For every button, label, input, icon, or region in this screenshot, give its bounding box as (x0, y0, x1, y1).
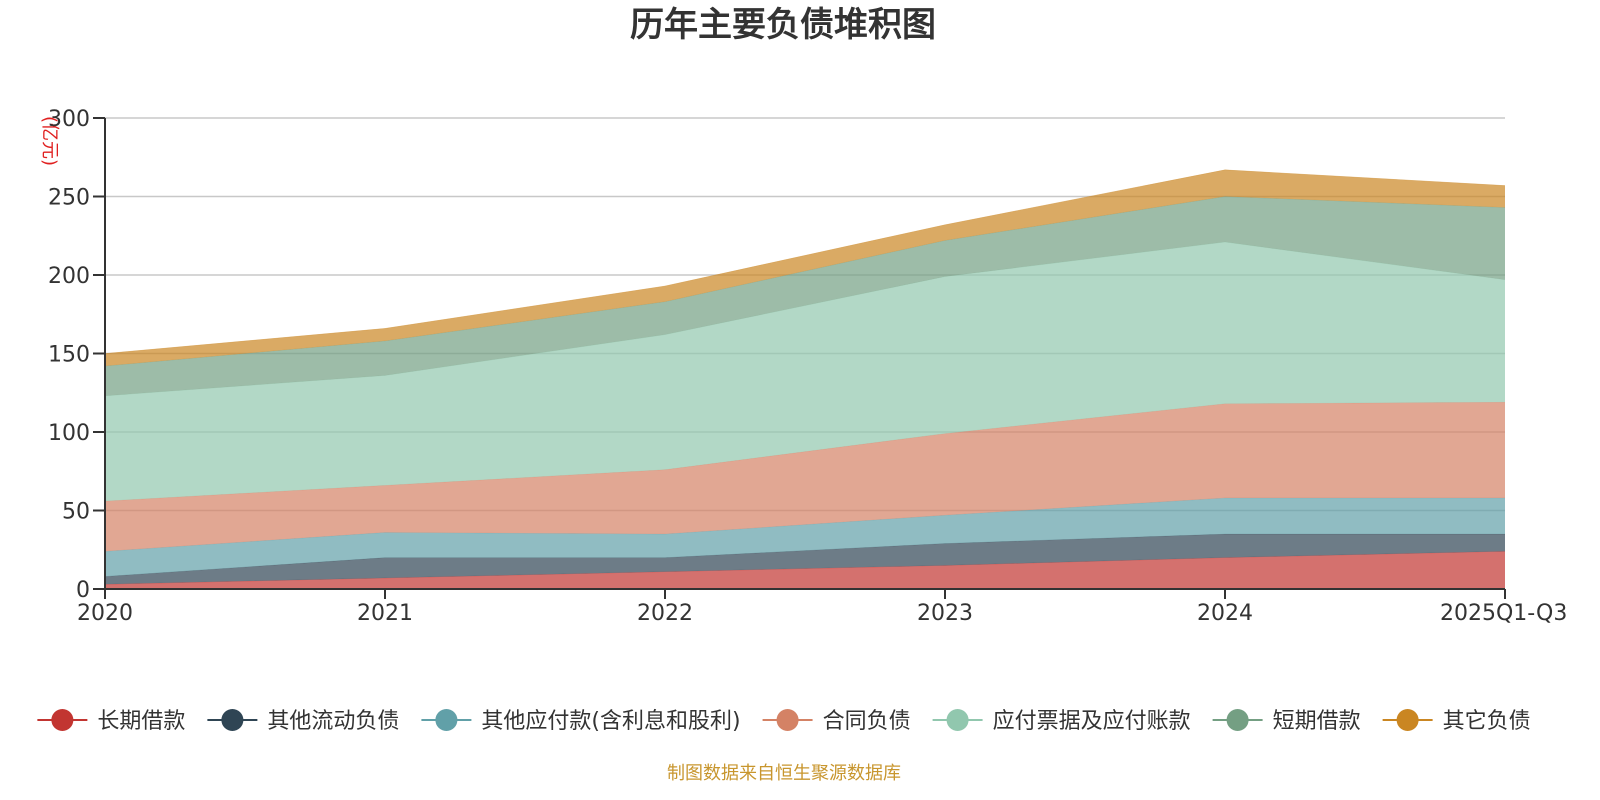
legend-item-3[interactable]: 其他应付款(含利息和股利) (421, 709, 741, 734)
y-axis-unit-label: (亿元) (39, 116, 60, 166)
legend-label: 长期借款 (97, 709, 185, 734)
x-tick-label: 2024 (1197, 601, 1253, 626)
x-tick-label: 2022 (637, 601, 693, 626)
x-axis-ticks: 2020 2021 2022 2023 2024 2025Q1-Q3 (77, 589, 1567, 626)
legend-item-2[interactable]: 其他流动负债 (207, 709, 399, 734)
area-series-4 (105, 402, 1505, 552)
legend-symbol-dot (946, 709, 969, 731)
legend-symbol-dot (221, 709, 244, 731)
area-series-7 (105, 169, 1505, 367)
y-tick-label: 300 (48, 107, 90, 132)
y-tick-label: 200 (48, 264, 90, 289)
chart-title: 历年主要负债堆积图 (630, 5, 936, 45)
x-tick-label: 2021 (357, 601, 413, 626)
area-series-6 (105, 196, 1505, 396)
legend-label: 其他应付款(含利息和股利) (481, 709, 740, 734)
x-tick-label: 2023 (917, 601, 973, 626)
legend-label: 应付票据及应付账款 (993, 709, 1191, 734)
legend-label: 其他流动负债 (267, 709, 399, 734)
legend-symbol-dot (1226, 709, 1249, 731)
area-series-5 (105, 242, 1505, 502)
legend-label: 合同负债 (823, 709, 911, 734)
area-series-2 (105, 534, 1505, 585)
area-series (104, 169, 1506, 589)
x-tick-label: 2020 (77, 601, 133, 626)
legend-item-5[interactable]: 应付票据及应付账款 (932, 709, 1191, 734)
legend-item-1[interactable]: 长期借款 (37, 709, 185, 734)
y-tick-label: 150 (48, 343, 90, 368)
y-tick-label: 100 (48, 421, 90, 446)
area-series-7-line (104, 169, 1506, 354)
area-series-1 (105, 551, 1505, 589)
legend-symbol-dot (435, 709, 458, 731)
y-tick-label: 50 (62, 500, 90, 525)
legend-label: 其它负债 (1443, 709, 1531, 734)
source-note: 制图数据来自恒生聚源数据库 (667, 763, 901, 784)
y-axis-ticks: 0 50 100 150 200 250 300 (48, 107, 105, 603)
x-tick-label: 2025Q1-Q3 (1440, 601, 1567, 626)
area-series-3 (105, 497, 1505, 577)
legend-symbol-dot (776, 709, 799, 731)
legend-item-4[interactable]: 合同负债 (762, 709, 911, 734)
legend-symbol-dot (1396, 709, 1419, 731)
y-tick-label: 250 (48, 186, 90, 211)
legend-label: 短期借款 (1273, 709, 1361, 734)
legend-item-7[interactable]: 其它负债 (1382, 709, 1531, 734)
legend: 长期借款 其他流动负债 其他应付款(含利息和股利) 合同负债 应付票据及应付账款 短期借款… (37, 709, 1531, 734)
legend-item-6[interactable]: 短期借款 (1212, 709, 1361, 734)
legend-symbol-dot (51, 709, 74, 731)
y-tick-label: 0 (76, 578, 90, 603)
